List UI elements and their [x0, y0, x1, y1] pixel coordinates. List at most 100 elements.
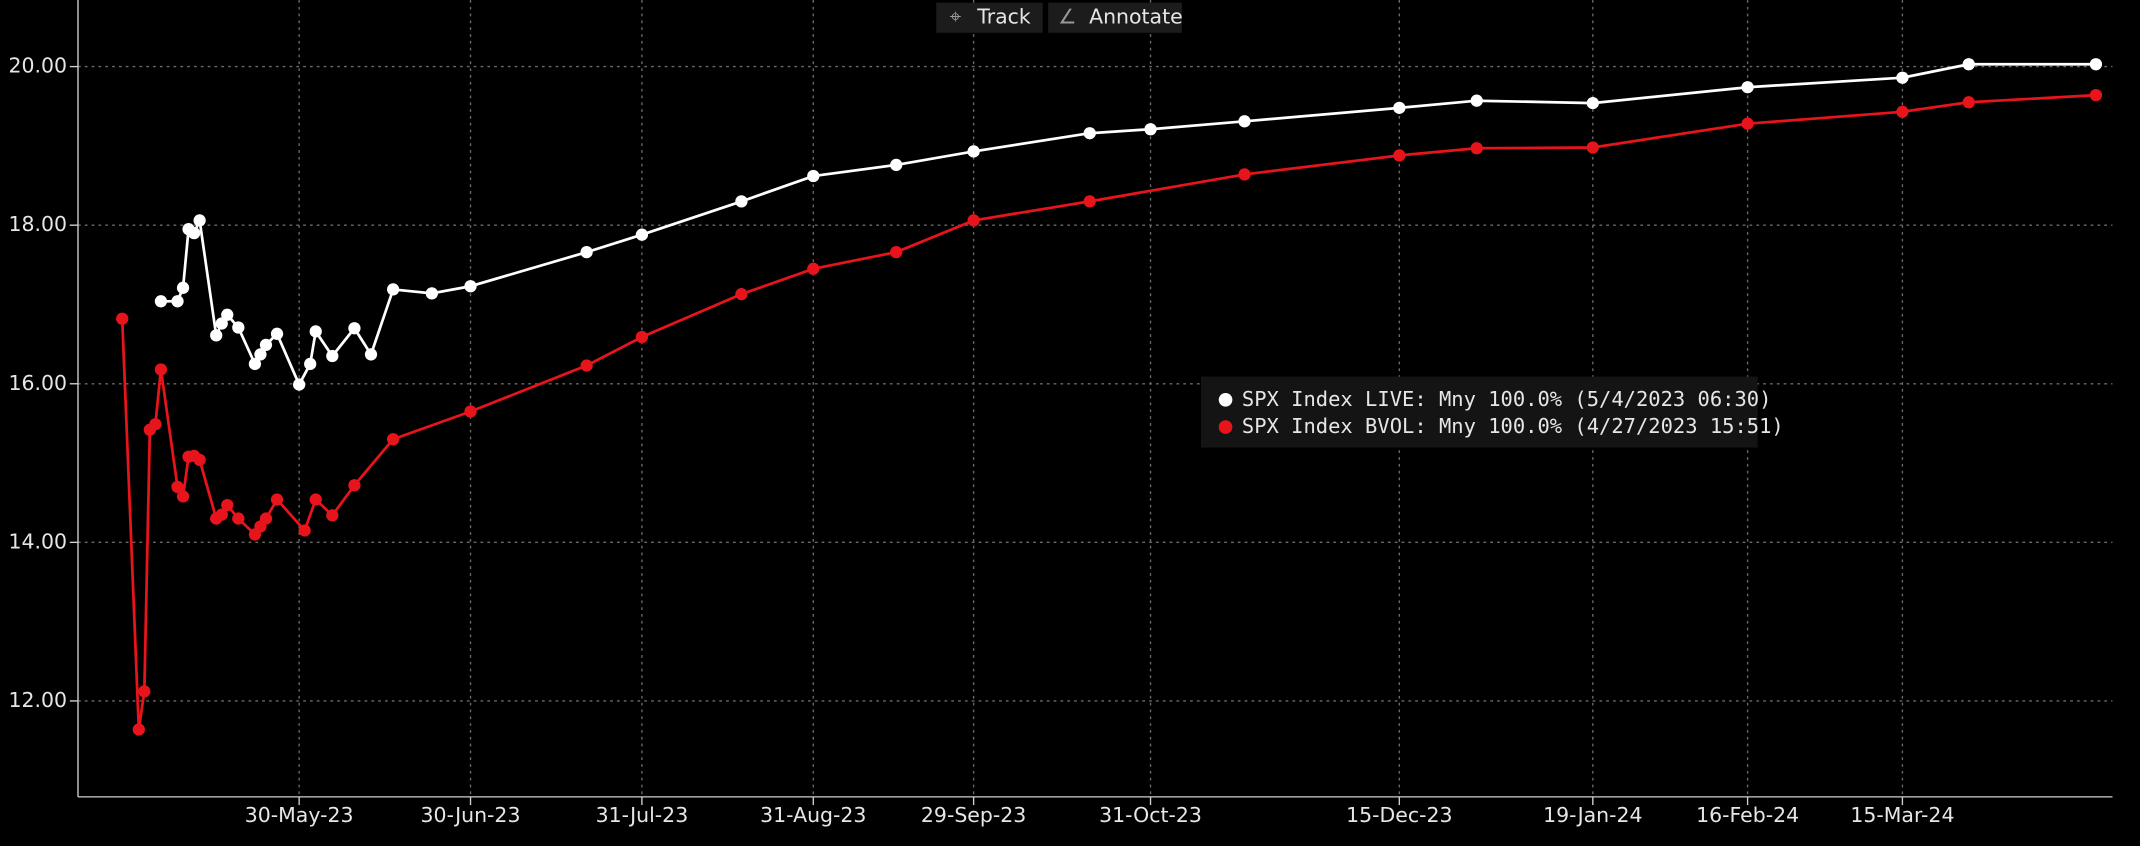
data-point — [1470, 142, 1483, 155]
track-button-bg[interactable] — [936, 2, 1043, 33]
x-tick-label: 31-Oct-23 — [1099, 803, 1202, 827]
data-point — [292, 378, 306, 391]
data-point — [386, 433, 400, 446]
data-point — [132, 723, 145, 736]
data-point — [1393, 101, 1406, 114]
y-tick-label: 16.00 — [9, 371, 68, 395]
data-point — [1962, 58, 1975, 71]
data-point — [2089, 58, 2103, 71]
data-point — [309, 325, 322, 338]
data-point — [1586, 141, 1599, 154]
data-point — [580, 359, 593, 372]
data-point — [1238, 168, 1251, 181]
legend-box — [1200, 376, 1758, 448]
y-tick-label: 14.00 — [9, 529, 68, 553]
data-point — [890, 158, 903, 172]
data-point — [116, 312, 129, 325]
data-point — [1741, 117, 1754, 130]
annotate-label[interactable]: Annotate — [1089, 5, 1183, 29]
data-point — [967, 214, 980, 227]
data-point — [298, 524, 311, 537]
data-point — [1144, 123, 1157, 136]
data-point — [154, 295, 168, 308]
data-point — [1896, 71, 1909, 84]
data-point — [309, 493, 322, 506]
x-tick-label: 31-Jul-23 — [596, 803, 689, 827]
axes: 12.00 14.00 16.00 18.00 20.00 30-May-23 30-Jun… — [9, 0, 2113, 827]
x-tick-label: 19-Jan-24 — [1543, 803, 1642, 827]
data-point — [1896, 105, 1909, 118]
data-point — [248, 357, 262, 371]
data-point — [259, 512, 273, 525]
data-point — [1741, 81, 1754, 94]
data-point — [807, 262, 820, 275]
data-point — [232, 512, 245, 525]
data-point — [364, 348, 378, 361]
legend-marker — [1218, 392, 1233, 407]
data-point — [1238, 115, 1251, 128]
y-tick-label: 12.00 — [9, 688, 68, 712]
data-point — [232, 321, 245, 334]
legend-label: SPX Index BVOL: Mny 100.0% (4/27/2023 15… — [1242, 414, 1784, 438]
grid — [77, 0, 2113, 797]
legend: SPX Index LIVE: Mny 100.0% (5/4/2023 06:… — [1200, 376, 1784, 448]
data-point — [221, 498, 234, 512]
data-point — [215, 508, 228, 521]
x-tick-label: 30-Jun-23 — [421, 803, 521, 827]
data-point — [1962, 96, 1975, 109]
data-point — [735, 195, 748, 208]
data-point — [149, 418, 162, 431]
data-point — [326, 349, 339, 363]
x-tick-label: 15-Mar-24 — [1850, 803, 1954, 827]
data-point — [193, 214, 206, 227]
data-point — [270, 327, 284, 340]
track-label[interactable]: Track — [976, 5, 1031, 29]
data-point — [326, 509, 339, 522]
data-point — [1470, 94, 1483, 107]
y-tick-label: 18.00 — [9, 212, 68, 236]
data-point — [171, 480, 184, 493]
data-point — [967, 145, 980, 158]
data-point — [193, 453, 206, 467]
data-point — [1586, 96, 1599, 110]
data-point — [348, 322, 361, 335]
data-point — [138, 685, 151, 698]
data-point — [259, 338, 273, 352]
data-point — [254, 348, 267, 361]
data-point — [2089, 89, 2103, 102]
y-tick-label: 20.00 — [9, 54, 68, 78]
data-point — [171, 295, 184, 308]
data-point — [176, 490, 190, 503]
x-tick-label: 29-Sep-23 — [921, 803, 1026, 827]
data-point — [215, 317, 228, 330]
data-point — [187, 226, 201, 240]
data-point — [890, 246, 903, 259]
track-button[interactable]: ⌖ Track — [936, 2, 1043, 33]
x-tick-label: 16-Feb-24 — [1696, 803, 1799, 827]
legend-label: SPX Index LIVE: Mny 100.0% (5/4/2023 06:… — [1242, 387, 1772, 411]
data-point — [464, 405, 477, 418]
data-point — [1393, 149, 1406, 162]
data-point — [425, 287, 438, 300]
series — [116, 58, 2103, 736]
data-point — [1083, 195, 1096, 208]
data-point — [210, 329, 223, 342]
x-tick-label: 30-May-23 — [245, 803, 354, 827]
x-tick-label: 31-Aug-23 — [760, 803, 866, 827]
data-point — [635, 330, 649, 344]
data-point — [154, 363, 168, 376]
annotate-button-bg[interactable] — [1048, 2, 1182, 33]
data-point — [1083, 127, 1096, 140]
data-point — [304, 357, 317, 371]
data-point — [580, 246, 593, 259]
data-point — [807, 169, 820, 183]
data-point — [735, 288, 748, 301]
data-point — [348, 479, 361, 492]
annotate-icon: ∠ — [1058, 5, 1076, 29]
annotate-button[interactable]: ∠ Annotate — [1048, 2, 1183, 33]
data-point — [176, 281, 190, 294]
toolbar: ⌖ Track ∠ Annotate — [936, 2, 1183, 33]
